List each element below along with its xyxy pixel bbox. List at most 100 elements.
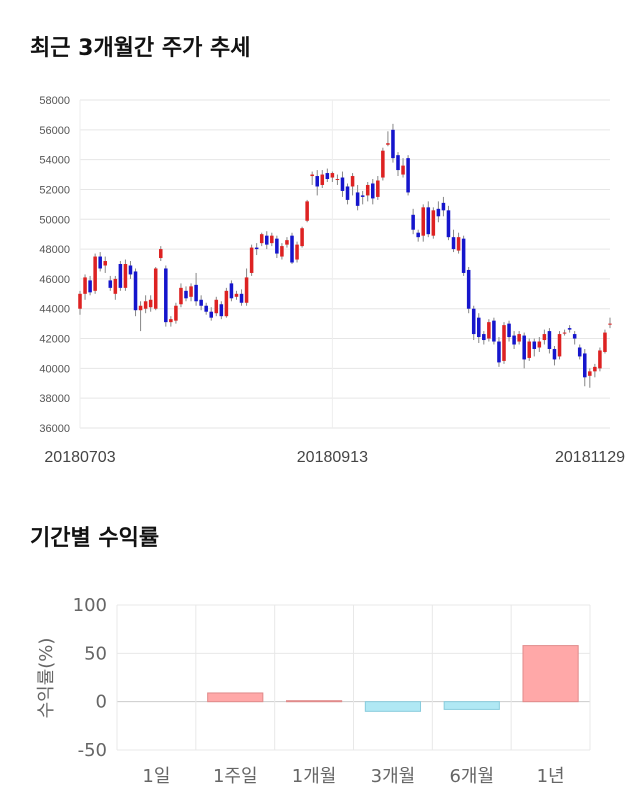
price-x-tick: 20180703 [44,449,115,466]
returns-bar-6 [522,645,579,703]
candle-body [391,129,395,159]
candle-body [148,299,153,308]
returns-x-tick: 6개월 [449,766,494,787]
candle-body [446,210,451,238]
candle-body [497,341,501,363]
candle-body [270,235,274,244]
returns-bar-5 [443,701,500,710]
candle-body [482,334,486,341]
price-y-tick: 48000 [39,244,70,256]
candle-body [310,174,314,177]
price-y-tick: 54000 [39,155,70,167]
candle-body [416,232,420,238]
candle-body [381,150,385,178]
candle-body [103,261,108,266]
candle-body [451,237,456,250]
candle-body [158,249,163,259]
candle-body [98,256,102,269]
candle-body [542,334,547,341]
candle-body [547,331,552,349]
candle-body [128,265,133,275]
candle-body [360,195,365,197]
price-y-tick: 56000 [39,125,70,137]
returns-y-tick: 100 [73,595,107,616]
candle-body [300,228,304,247]
candle-body [406,158,410,193]
candle-body [264,235,269,245]
candle-body [552,348,557,360]
candle-body [209,311,214,318]
candle-body [325,173,330,180]
candle-body [456,237,461,251]
price-x-tick: 20181129 [555,449,625,466]
candle-body [320,174,325,185]
price-y-tick: 46000 [39,274,70,286]
returns-y-tick: -50 [78,740,107,761]
candle-body [214,299,219,314]
candle-body [557,334,562,357]
candle-body [487,322,491,339]
candle-body [593,366,597,372]
candle-body [502,325,506,361]
returns-x-tick: 1주일 [213,766,258,787]
candle-body [476,317,481,338]
candle-body [370,183,375,199]
candle-body [295,244,299,260]
candle-body [517,334,521,342]
candle-body [588,371,592,376]
candle-body [244,277,249,303]
candle-body [421,207,426,236]
candle-body [401,165,405,175]
candle-body [169,319,173,323]
candle-body [153,268,158,309]
candle-body [598,350,602,369]
price-y-tick: 38000 [39,393,70,405]
candle-body [411,214,415,230]
candle-body [532,341,537,349]
candle-body [290,235,294,263]
candle-body [249,247,254,273]
candle-body [229,283,234,299]
price-candlestick-chart: 36000 38000 40000 42000 44000 46000 48000 50000… [39,95,625,466]
candle-body [507,323,511,338]
candle-body [340,177,345,191]
returns-bar-4 [364,701,422,712]
returns-y-tick: 50 [84,643,107,664]
candle-body [431,210,436,236]
candle-body [355,192,360,206]
candle-body [219,304,224,317]
candle-body [118,264,123,288]
candle-body [350,176,355,187]
returns-chart-title: 기간별 수익률 [30,526,160,551]
price-y-tick: 36000 [39,423,70,435]
candle-body [224,290,229,317]
candle-body [138,305,143,311]
candle-body [396,155,400,171]
candle-body [365,184,370,196]
candle-body [280,246,284,257]
candle-body [562,332,567,334]
candle-body [466,269,471,309]
candle-body [461,238,466,273]
candle-body [259,234,264,244]
candle-body [83,277,87,294]
candle-body [376,180,380,197]
candle-body [275,238,279,254]
price-y-tick: 42000 [39,334,70,346]
candle-body [123,264,128,288]
candle-body [254,247,259,250]
candle-body [512,335,516,345]
candle-body [164,268,168,323]
candle-body [133,271,138,311]
candle-body [234,293,239,297]
candle-body [194,284,198,302]
candle-body [88,280,92,293]
candle-body [108,280,113,288]
candle-body [189,286,193,297]
candle-body [179,287,183,305]
returns-x-tick: 1일 [142,766,170,787]
candle-body [305,201,309,221]
returns-bar-3 [285,700,343,703]
price-x-tick: 20180913 [297,449,368,466]
